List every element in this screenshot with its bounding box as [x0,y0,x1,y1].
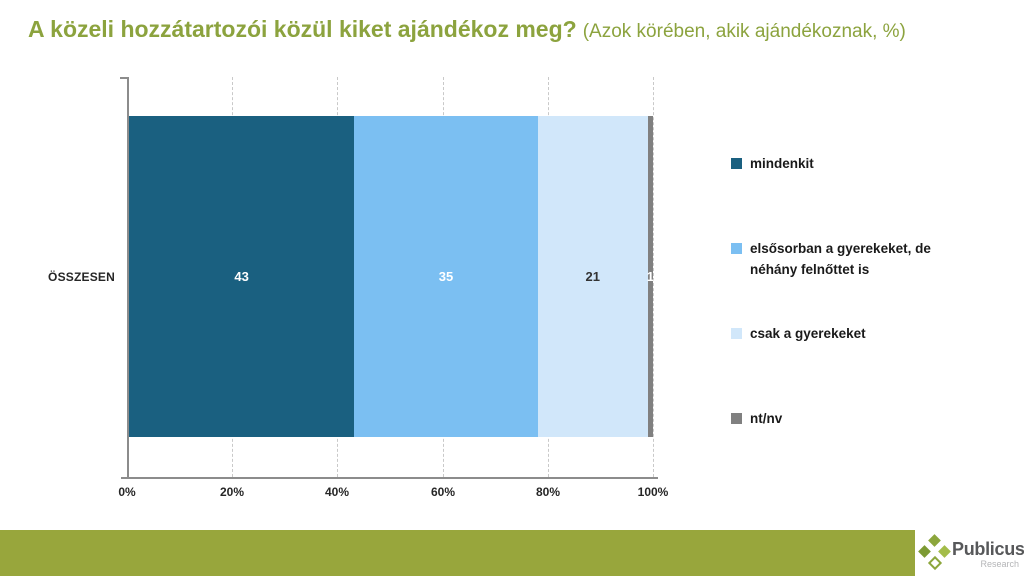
y-axis-top-tick [120,77,127,79]
legend-label: csak a gyerekeket [750,326,866,341]
chart-title-main: A közeli hozzátartozói közül kiket ajánd… [28,16,577,42]
footer-accent-bar [0,530,915,576]
legend-item-mindenkit: mindenkit [731,153,965,174]
legend-item-elsosorban-gyerekeket: elsősorban a gyerekeket, de néhány felnő… [731,238,965,280]
gridline-100 [653,77,654,477]
legend-swatch [731,413,742,424]
bar-value-label: 35 [438,269,454,284]
legend-item-nt-nv: nt/nv [731,408,965,429]
category-label: ÖSSZESEN [48,270,115,284]
x-axis-line [121,477,658,479]
legend-swatch [731,243,742,254]
chart-title-subtitle: (Azok körében, akik ajándékoznak, %) [582,21,906,42]
bar-segment-elsosorban-gyerekeket: 35 [354,116,538,437]
legend-item-csak-gyerekeket: csak a gyerekeket [731,323,965,344]
x-tick-label-100: 100% [637,485,669,499]
legend-swatch [731,328,742,339]
publicus-logo: Publicus Research [915,530,1024,576]
x-tick-label-60: 60% [430,485,456,499]
logo-text: Publicus [952,539,1024,559]
x-tick-label-40: 40% [324,485,350,499]
publicus-diamonds-icon [918,534,951,571]
bar-segment-csak-gyerekeket: 21 [537,116,648,437]
x-tick-label-20: 20% [219,485,245,499]
plot-area: 43 35 21 1 [120,77,658,479]
legend-label: elsősorban a gyerekeket, de néhány felnő… [750,241,931,277]
legend-label: nt/nv [750,411,783,426]
bar-value-label: 43 [234,269,249,284]
bar-value-label: 1 [646,269,654,284]
bar-segment-nt-nv: 1 [646,116,654,437]
y-axis-line [127,77,129,477]
legend-swatch [731,158,742,169]
bar-segment-mindenkit: 43 [129,116,355,437]
chart-title: A közeli hozzátartozói közül kiket ajánd… [28,16,906,43]
logo-subtext: Research [980,559,1019,569]
bar-value-label: 21 [585,269,600,284]
x-tick-label-80: 80% [535,485,561,499]
stacked-bar: 43 35 21 1 [129,116,654,437]
legend-label: mindenkit [750,156,814,171]
x-tick-label-0: 0% [118,485,136,499]
